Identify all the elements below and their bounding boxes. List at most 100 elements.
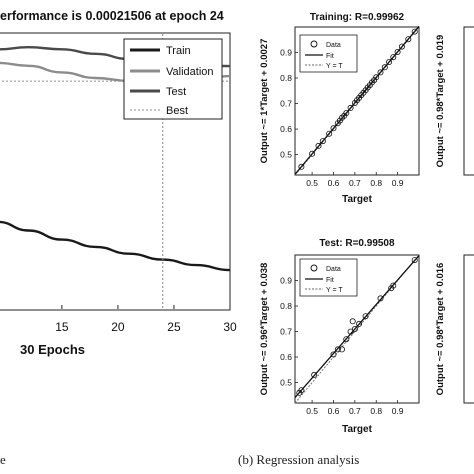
test-y-tick-label: 0.5 xyxy=(280,378,292,388)
training-fit-line xyxy=(294,25,420,175)
training-legend: Data Fit Y = T xyxy=(299,34,358,73)
test-data-point xyxy=(356,320,363,327)
test-x-tick-label: 0.6 xyxy=(328,406,340,416)
training-data-point xyxy=(309,150,316,157)
test-data-point xyxy=(349,318,356,325)
x-tick-label: 25 xyxy=(167,320,181,334)
training-data-point xyxy=(319,138,326,145)
test-y-tick-label: 0.9 xyxy=(280,276,292,286)
training-y-tick-label: 0.8 xyxy=(280,73,292,83)
training-data-point xyxy=(405,36,412,43)
training-ylabel: Output ~= 1*Target + 0.0027 xyxy=(259,39,270,164)
training-y-tick-label: 0.7 xyxy=(280,99,292,109)
x-tick-label: 15 xyxy=(55,320,69,334)
performance-axes-frame xyxy=(0,32,231,311)
test-ylabel: Output ~= 0.96*Target + 0.038 xyxy=(259,263,270,396)
training-data-point xyxy=(347,104,354,111)
test-data-point xyxy=(362,313,369,320)
training-data-point xyxy=(343,110,350,117)
legend-label-test: Test xyxy=(166,86,186,98)
training-data-point xyxy=(330,125,337,132)
training-title: Training: R=0.99962 xyxy=(310,12,405,23)
test-legend-marker-data xyxy=(310,264,318,272)
test-x-tick-label: 0.7 xyxy=(349,406,361,416)
test-data-point xyxy=(351,325,358,332)
training-data-point xyxy=(326,130,333,137)
training-y-tick-label: 0.6 xyxy=(280,124,292,134)
test-x-tick-label: 0.5 xyxy=(306,406,318,416)
training-plot-layer: 0.5 0.6 0.7 0.8 0.9 0.9 0.8 0.7 0.6 0.5 xyxy=(280,25,420,188)
right-edge-partial-panels: Output ~= 0.98*Target + 0.019 Output ~= … xyxy=(435,26,474,404)
test-identity-line xyxy=(294,254,420,404)
training-data-point xyxy=(411,28,418,35)
training-data-point xyxy=(386,59,393,66)
legend-label-train: Train xyxy=(166,45,191,57)
x-tick-label: 30 xyxy=(223,320,237,334)
test-legend-label-data: Data xyxy=(326,266,341,273)
training-data-point xyxy=(298,163,305,170)
test-fit-line xyxy=(294,255,420,399)
training-x-tick-label: 0.9 xyxy=(392,178,404,188)
test-data-point xyxy=(338,346,345,353)
training-x-tick-label: 0.5 xyxy=(306,178,318,188)
test-legend-label-fit: Fit xyxy=(326,277,334,284)
test-data-point xyxy=(311,371,318,378)
training-legend-label-yt: Y = T xyxy=(326,63,343,70)
test-data-point xyxy=(343,336,350,343)
regression-panel-training: Training: R=0.99962 0.5 0.6 0.7 0.8 0.90.90.… xyxy=(259,12,420,205)
test-data-point xyxy=(411,257,418,264)
test-axes-frame xyxy=(294,254,420,404)
training-x-tick-label: 0.7 xyxy=(349,178,361,188)
test-data-point xyxy=(334,346,341,353)
performance-plot: erformance is 0.00021506 at epoch 24 15 2… xyxy=(0,9,237,357)
training-data-point xyxy=(398,43,405,50)
test-data-point xyxy=(390,282,397,289)
training-x-tick-label: 0.8 xyxy=(370,178,382,188)
test-title: Test: R=0.99508 xyxy=(319,238,395,249)
test-plot-layer: 0.5 0.6 0.7 0.8 0.9 0.9 0.8 0.7 0.6 0.5 xyxy=(280,254,420,416)
regression-panel-test: Test: R=0.99508 0.5 0.6 0.7 0.8 0.9 0.9 0.8 0.7… xyxy=(259,238,420,435)
training-x-tick-label: 0.6 xyxy=(328,178,340,188)
test-x-tick-label: 0.9 xyxy=(392,406,404,416)
test-data-point xyxy=(298,387,305,394)
training-y-tick-label: 0.5 xyxy=(280,150,292,160)
test-data-point xyxy=(377,295,384,302)
training-data-point xyxy=(390,54,397,61)
test-legend-box xyxy=(299,258,358,297)
training-axes-frame xyxy=(294,26,420,176)
training-legend-marker-data xyxy=(310,40,318,48)
training-data-point xyxy=(381,64,388,71)
partial-panel-frame-bottom xyxy=(463,254,474,404)
training-xlabel: Target xyxy=(342,194,372,205)
caption-right: (b) Regression analysis xyxy=(238,452,360,467)
test-data-point xyxy=(347,328,354,335)
test-y-tick-label: 0.8 xyxy=(280,301,292,311)
test-y-tick-label: 0.6 xyxy=(280,352,292,362)
training-legend-label-fit: Fit xyxy=(326,53,334,60)
training-data-point xyxy=(377,69,384,76)
performance-x-ticks: 15 20 25 30 xyxy=(55,305,237,334)
partial-panel-frame-top xyxy=(463,26,474,176)
performance-xlabel: 30 Epochs xyxy=(20,342,85,357)
test-xlabel: Target xyxy=(342,424,372,435)
training-legend-label-data: Data xyxy=(326,42,341,49)
test-y-tick-label: 0.7 xyxy=(280,327,292,337)
training-data-point xyxy=(315,142,322,149)
training-y-tick-label: 0.9 xyxy=(280,48,292,58)
training-legend-box xyxy=(299,34,358,73)
performance-legend: Train Validation Test Best xyxy=(123,38,223,120)
training-data-point xyxy=(394,49,401,56)
partial-top-ylabel: Output ~= 0.98*Target + 0.019 xyxy=(435,35,446,168)
test-legend: Data Fit Y = T xyxy=(299,258,358,297)
x-tick-label: 20 xyxy=(111,320,125,334)
test-x-tick-label: 0.8 xyxy=(370,406,382,416)
test-data-point xyxy=(330,351,337,358)
legend-label-validation: Validation xyxy=(166,66,214,78)
performance-title: erformance is 0.00021506 at epoch 24 xyxy=(0,9,224,23)
partial-bottom-ylabel: Output ~= 0.98*Target + 0.016 xyxy=(435,263,446,396)
legend-box xyxy=(123,38,223,120)
training-data-point xyxy=(373,74,380,81)
caption-left: e xyxy=(0,452,6,467)
series-train-line xyxy=(0,220,231,272)
